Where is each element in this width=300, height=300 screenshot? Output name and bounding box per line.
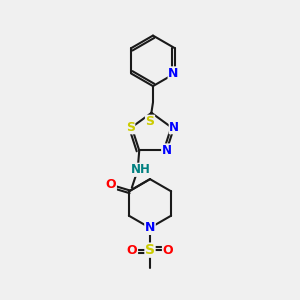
Text: N: N — [145, 221, 155, 234]
Text: S: S — [146, 115, 154, 128]
Text: S: S — [145, 243, 155, 257]
Text: O: O — [163, 244, 173, 257]
Text: N: N — [169, 121, 179, 134]
Text: O: O — [106, 178, 116, 191]
Text: N: N — [168, 67, 178, 80]
Text: N: N — [162, 144, 172, 157]
Text: S: S — [126, 121, 135, 134]
Text: O: O — [127, 244, 137, 257]
Text: NH: NH — [131, 163, 151, 176]
